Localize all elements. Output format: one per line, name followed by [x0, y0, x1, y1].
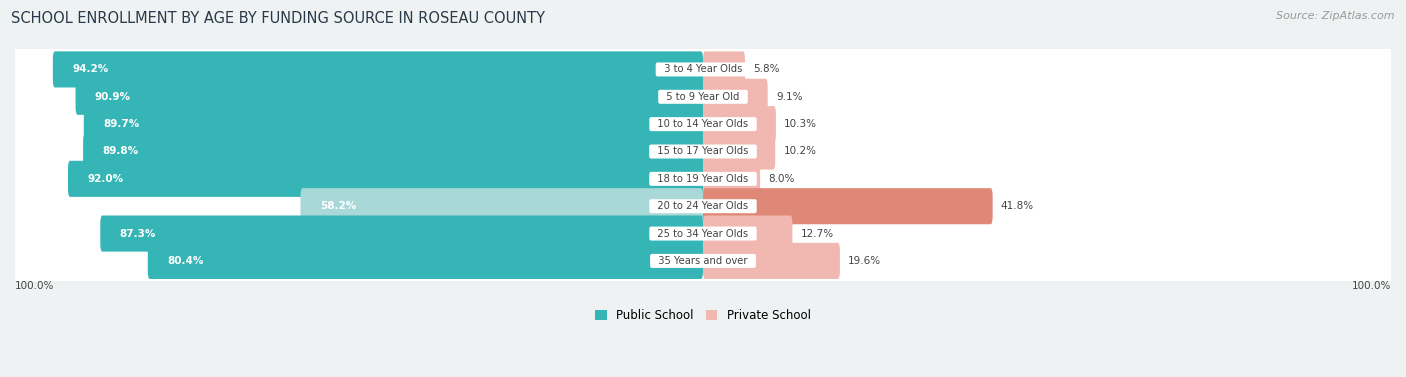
- Text: 5 to 9 Year Old: 5 to 9 Year Old: [661, 92, 745, 102]
- FancyBboxPatch shape: [10, 185, 1396, 227]
- Text: 10.2%: 10.2%: [783, 147, 817, 156]
- FancyBboxPatch shape: [703, 243, 839, 279]
- Text: 5.8%: 5.8%: [754, 64, 780, 74]
- Text: 25 to 34 Year Olds: 25 to 34 Year Olds: [651, 228, 755, 239]
- FancyBboxPatch shape: [100, 216, 703, 251]
- Text: 10.3%: 10.3%: [785, 119, 817, 129]
- Text: 58.2%: 58.2%: [319, 201, 356, 211]
- Text: 19.6%: 19.6%: [848, 256, 882, 266]
- FancyBboxPatch shape: [301, 188, 703, 224]
- Text: 3 to 4 Year Olds: 3 to 4 Year Olds: [658, 64, 748, 74]
- Text: 100.0%: 100.0%: [1351, 280, 1391, 291]
- FancyBboxPatch shape: [10, 131, 1396, 172]
- FancyBboxPatch shape: [703, 51, 745, 87]
- Legend: Public School, Private School: Public School, Private School: [591, 304, 815, 326]
- FancyBboxPatch shape: [703, 79, 768, 115]
- FancyBboxPatch shape: [10, 158, 1396, 200]
- FancyBboxPatch shape: [10, 103, 1396, 145]
- FancyBboxPatch shape: [10, 49, 1396, 90]
- Text: 9.1%: 9.1%: [776, 92, 803, 102]
- Text: 15 to 17 Year Olds: 15 to 17 Year Olds: [651, 147, 755, 156]
- Text: SCHOOL ENROLLMENT BY AGE BY FUNDING SOURCE IN ROSEAU COUNTY: SCHOOL ENROLLMENT BY AGE BY FUNDING SOUR…: [11, 11, 546, 26]
- FancyBboxPatch shape: [148, 243, 703, 279]
- FancyBboxPatch shape: [83, 133, 703, 170]
- FancyBboxPatch shape: [10, 240, 1396, 282]
- Text: 41.8%: 41.8%: [1001, 201, 1033, 211]
- Text: 10 to 14 Year Olds: 10 to 14 Year Olds: [651, 119, 755, 129]
- FancyBboxPatch shape: [10, 76, 1396, 118]
- Text: 100.0%: 100.0%: [15, 280, 55, 291]
- Text: 18 to 19 Year Olds: 18 to 19 Year Olds: [651, 174, 755, 184]
- Text: 35 Years and over: 35 Years and over: [652, 256, 754, 266]
- FancyBboxPatch shape: [53, 51, 703, 87]
- FancyBboxPatch shape: [76, 79, 703, 115]
- Text: 94.2%: 94.2%: [72, 64, 108, 74]
- FancyBboxPatch shape: [10, 213, 1396, 254]
- Text: 92.0%: 92.0%: [87, 174, 124, 184]
- Text: Source: ZipAtlas.com: Source: ZipAtlas.com: [1277, 11, 1395, 21]
- FancyBboxPatch shape: [67, 161, 703, 197]
- Text: 80.4%: 80.4%: [167, 256, 204, 266]
- FancyBboxPatch shape: [703, 216, 793, 251]
- Text: 20 to 24 Year Olds: 20 to 24 Year Olds: [651, 201, 755, 211]
- FancyBboxPatch shape: [703, 133, 775, 170]
- Text: 12.7%: 12.7%: [800, 228, 834, 239]
- Text: 89.7%: 89.7%: [103, 119, 139, 129]
- Text: 87.3%: 87.3%: [120, 228, 156, 239]
- Text: 8.0%: 8.0%: [768, 174, 794, 184]
- Text: 89.8%: 89.8%: [103, 147, 139, 156]
- FancyBboxPatch shape: [703, 161, 761, 197]
- FancyBboxPatch shape: [703, 106, 776, 142]
- FancyBboxPatch shape: [84, 106, 703, 142]
- Text: 90.9%: 90.9%: [94, 92, 131, 102]
- FancyBboxPatch shape: [703, 188, 993, 224]
